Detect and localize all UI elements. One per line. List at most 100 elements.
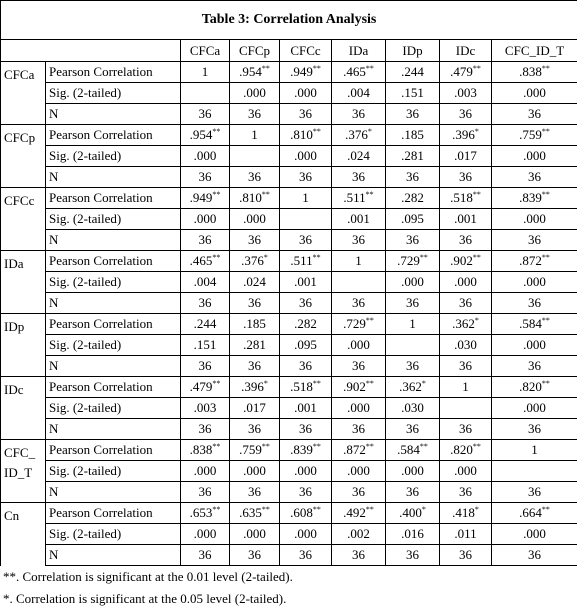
- value-cell: .151: [385, 82, 440, 104]
- value-cell: .000: [490, 523, 577, 545]
- value-text: .838: [519, 64, 542, 79]
- value-cell: [490, 460, 577, 482]
- value-cell: .518**: [439, 187, 492, 209]
- value-cell: .000: [490, 82, 577, 104]
- significance-mark: **: [312, 379, 321, 388]
- value-cell: .000: [229, 523, 280, 545]
- column-header: CFCp: [229, 39, 280, 62]
- value-text: .396: [241, 379, 264, 394]
- value-cell: .004: [331, 82, 386, 104]
- value-cell: 36: [439, 103, 492, 125]
- value-cell: .001: [331, 208, 386, 230]
- value-cell: 36: [279, 481, 332, 503]
- value-cell: .003: [180, 397, 230, 419]
- significance-mark: **: [541, 190, 550, 199]
- significance-mark: **: [312, 127, 321, 136]
- data-row: Sig. (2-tailed) .151.281.095.000.030.000: [1, 334, 577, 356]
- value-cell: [331, 271, 386, 293]
- value-cell: 36: [439, 355, 492, 377]
- significance-mark: *: [367, 127, 372, 136]
- value-cell: 1: [331, 250, 386, 272]
- value-text: .511: [290, 253, 313, 268]
- significance-mark: *: [474, 127, 479, 136]
- value-text: .838: [189, 442, 213, 457]
- value-cell: 36: [439, 166, 492, 188]
- value-text: .418: [452, 505, 475, 520]
- value-cell: [229, 145, 280, 167]
- data-row: N 36 36 36 36 36 36 36: [1, 355, 577, 377]
- value-cell: .000: [331, 460, 386, 482]
- value-cell: .185: [229, 313, 280, 335]
- stat-label: Pearson Correlation: [45, 61, 181, 83]
- value-cell: .872**: [490, 250, 577, 272]
- stat-label: Pearson Correlation: [45, 250, 181, 272]
- value-text: .584: [397, 442, 420, 457]
- value-cell: .000: [439, 271, 492, 293]
- value-cell: .000: [490, 145, 577, 167]
- significance-mark: **: [261, 64, 270, 73]
- significance-mark: **: [472, 442, 481, 451]
- value-text: .949: [290, 64, 313, 79]
- value-text: .810: [239, 190, 262, 205]
- value-cell: .949**: [279, 61, 332, 83]
- value-cell: .872**: [331, 439, 386, 461]
- significance-mark: **: [312, 505, 321, 514]
- value-cell: .024: [331, 145, 386, 167]
- value-cell: 1: [229, 124, 280, 146]
- value-cell: .902**: [439, 250, 492, 272]
- value-cell: 1: [385, 313, 440, 335]
- value-cell: .000: [229, 460, 280, 482]
- value-cell: 1: [180, 61, 230, 83]
- value-text: .729: [343, 316, 366, 331]
- variable-label-line: CFC_: [4, 445, 36, 460]
- variable-label: CFCa: [0, 61, 46, 125]
- significance-mark: **: [212, 505, 221, 514]
- value-cell: .729**: [385, 250, 440, 272]
- significance-mark: **: [212, 127, 221, 136]
- significance-mark: **: [212, 190, 221, 199]
- value-text: .396: [452, 127, 475, 142]
- value-cell: 36: [229, 481, 280, 503]
- value-text: .465: [189, 253, 213, 268]
- value-cell: 36: [331, 355, 386, 377]
- significance-mark: **: [365, 190, 374, 199]
- value-text: .820: [450, 442, 473, 457]
- value-cell: .000: [180, 523, 230, 545]
- value-cell: 36: [385, 166, 440, 188]
- value-cell: 36: [331, 544, 386, 566]
- value-cell: .024: [229, 271, 280, 293]
- variable-label: CFCp: [0, 124, 46, 188]
- variable-label-line: Cn: [4, 508, 20, 523]
- stat-label: Sig. (2-tailed): [45, 208, 181, 230]
- significance-mark: **: [541, 379, 550, 388]
- value-cell: 36: [229, 103, 280, 125]
- significance-mark: **: [261, 190, 270, 199]
- significance-mark: **: [212, 379, 221, 388]
- value-text: .465: [343, 64, 366, 79]
- data-row: CFCc Pearson Correlation .949** .810** 1.511…: [0, 187, 577, 251]
- column-header: CFCa: [180, 39, 230, 62]
- value-text: .759: [519, 127, 542, 142]
- stat-label: Pearson Correlation: [45, 124, 181, 146]
- value-cell: .003: [439, 82, 492, 104]
- value-cell: .000: [279, 523, 332, 545]
- value-cell: .000: [490, 334, 577, 356]
- significance-mark: **: [312, 253, 321, 262]
- value-cell: 36: [385, 544, 440, 566]
- stat-label: Pearson Correlation: [45, 313, 181, 335]
- value-cell: .511**: [279, 250, 332, 272]
- significance-mark: *: [263, 253, 268, 262]
- value-cell: .281: [229, 334, 280, 356]
- value-cell: 36: [229, 292, 280, 314]
- value-cell: .584**: [490, 313, 577, 335]
- significance-mark: **: [365, 442, 374, 451]
- data-row: CFC_ ID_T Pearson Correlation .838** .759**.…: [0, 439, 577, 503]
- value-cell: .095: [279, 334, 332, 356]
- value-cell: .000: [279, 145, 332, 167]
- data-row: IDc Pearson Correlation .479** .396* .518**.…: [0, 376, 577, 440]
- value-cell: .838**: [180, 439, 230, 461]
- data-row: IDa Pearson Correlation .465** .376* .511** 1…: [0, 250, 577, 314]
- value-cell: .151: [180, 334, 230, 356]
- value-cell: .465**: [180, 250, 230, 272]
